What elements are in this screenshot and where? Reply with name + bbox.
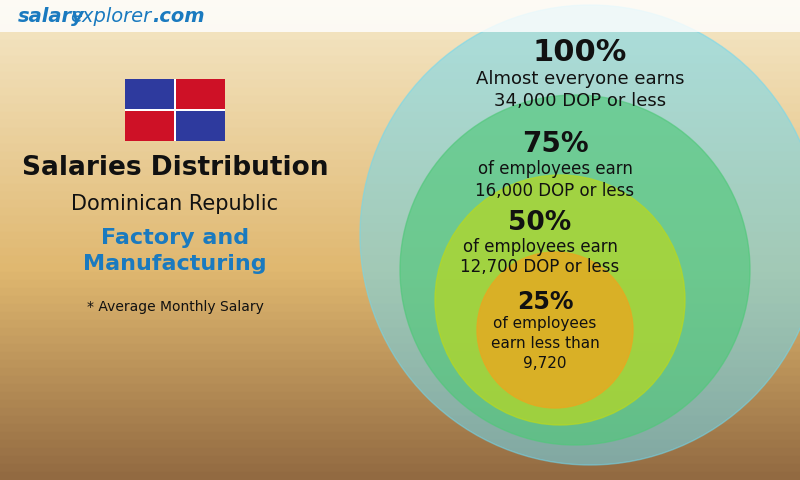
Text: Factory and
Manufacturing: Factory and Manufacturing	[83, 228, 267, 275]
Text: Salaries Distribution: Salaries Distribution	[22, 155, 328, 181]
Text: .com: .com	[152, 7, 205, 25]
Circle shape	[400, 95, 750, 445]
Bar	[0, 0, 800, 32]
Text: of employees earn: of employees earn	[478, 160, 633, 178]
Bar	[125, 79, 174, 109]
Text: of employees: of employees	[494, 316, 597, 331]
Text: 50%: 50%	[508, 210, 572, 236]
Bar	[125, 111, 174, 141]
Text: 9,720: 9,720	[523, 356, 566, 371]
Text: 12,700 DOP or less: 12,700 DOP or less	[460, 258, 620, 276]
Text: 16,000 DOP or less: 16,000 DOP or less	[475, 182, 634, 200]
Text: Almost everyone earns: Almost everyone earns	[476, 70, 684, 88]
Text: earn less than: earn less than	[490, 336, 599, 351]
Text: 100%: 100%	[533, 38, 627, 67]
Text: explorer: explorer	[70, 7, 151, 25]
Text: 75%: 75%	[522, 130, 588, 158]
Text: 25%: 25%	[517, 290, 574, 314]
Circle shape	[477, 252, 633, 408]
Text: salary: salary	[18, 7, 85, 25]
Circle shape	[360, 5, 800, 465]
Bar	[176, 111, 225, 141]
Bar	[125, 109, 225, 111]
Bar	[174, 79, 176, 141]
Text: Dominican Republic: Dominican Republic	[71, 194, 278, 214]
Text: of employees earn: of employees earn	[462, 238, 618, 256]
Bar	[176, 79, 225, 109]
Text: 34,000 DOP or less: 34,000 DOP or less	[494, 92, 666, 110]
Text: * Average Monthly Salary: * Average Monthly Salary	[86, 300, 263, 314]
Circle shape	[435, 175, 685, 425]
